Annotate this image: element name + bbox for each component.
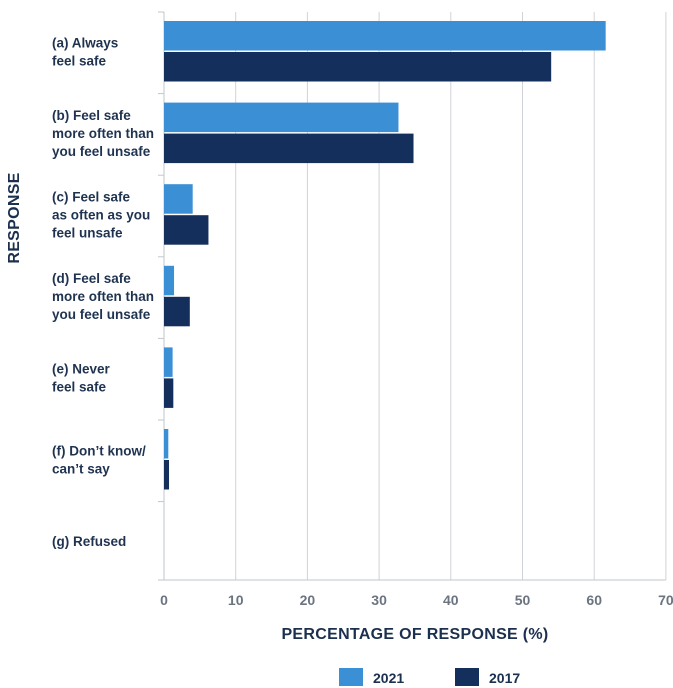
x-tick-label-20: 20 [300, 592, 316, 608]
category-label-1: (b) Feel safe more often than you feel uns… [52, 108, 154, 159]
bar-2021-4 [164, 347, 173, 377]
bar-2021-2 [164, 184, 193, 214]
bar-2017-5 [164, 460, 170, 490]
bar-2017-1 [164, 133, 414, 164]
bar-2017-3 [164, 296, 190, 327]
bar-2017-4 [164, 378, 174, 408]
bar-2017-2 [164, 215, 209, 245]
category-label-5: (f) Don’t know/can’t say [52, 443, 146, 476]
x-tick-label-30: 30 [371, 592, 387, 608]
legend-swatch-2021 [339, 668, 363, 686]
x-tick-label-60: 60 [586, 592, 602, 608]
x-tick-label-50: 50 [515, 592, 531, 608]
legend-swatch-2017 [455, 668, 479, 686]
legend-label-2021: 2021 [373, 670, 404, 686]
bar-2021-5 [164, 429, 169, 459]
x-tick-label-0: 0 [160, 592, 168, 608]
x-tick-label-40: 40 [443, 592, 459, 608]
bars [164, 21, 606, 490]
legend: 2021 2017 [339, 668, 520, 686]
bar-2021-0 [164, 21, 606, 51]
bar-2021-1 [164, 102, 399, 133]
category-label-6: (g) Refused [52, 534, 126, 549]
category-labels: (a) Always feel safe (b) Feel safe more oft… [52, 35, 154, 549]
gridlines [158, 11, 667, 581]
legend-label-2017: 2017 [489, 670, 520, 686]
x-axis-title: PERCENTAGE OF RESPONSE (%) [281, 626, 548, 643]
y-axis-title: RESPONSE [6, 172, 23, 263]
category-label-3: (d) Feel safe more often than you feel uns… [52, 271, 154, 322]
bar-2017-0 [164, 52, 552, 82]
x-tick-label-70: 70 [658, 592, 673, 608]
bar-2021-3 [164, 265, 175, 296]
category-label-4: (e) Never feel safe [52, 362, 111, 395]
category-label-0: (a) Always feel safe [52, 35, 118, 68]
x-tick-label-10: 10 [228, 592, 244, 608]
category-label-2: (c) Feel safe as often as you feel unsafe [52, 189, 150, 240]
x-tick-labels: 0 10 20 30 40 50 60 70 [160, 592, 673, 608]
